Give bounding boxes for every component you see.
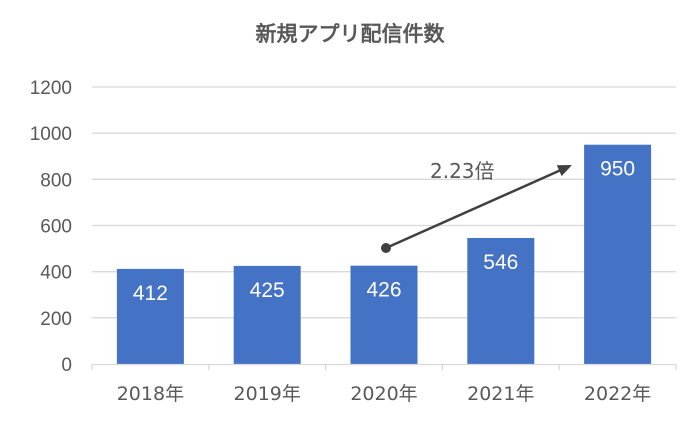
bar-2019年	[233, 265, 301, 364]
x-tick-label: 2020年	[350, 383, 417, 405]
bar-2020年	[350, 265, 418, 364]
x-tick-label: 2021年	[467, 383, 534, 405]
y-tick-label: 1200	[30, 78, 72, 99]
arrow-head-icon	[556, 165, 572, 177]
y-tick-label: 1000	[30, 124, 72, 145]
chart-title: 新規アプリ配信件数	[255, 22, 445, 46]
bar-value-label: 412	[133, 282, 168, 305]
bar-2021年	[467, 237, 535, 364]
bar-value-label: 950	[600, 158, 635, 181]
y-tick-label: 400	[40, 263, 72, 284]
arrow-start-dot-icon	[381, 243, 391, 253]
bar-2022年	[584, 144, 652, 364]
growth-annotation: 2.23倍	[381, 159, 572, 253]
arrow-line	[385, 167, 565, 250]
x-tick-label: 2022年	[584, 383, 651, 405]
bar-value-label: 425	[250, 279, 285, 302]
bar-value-label: 546	[483, 251, 518, 274]
x-tick-label: 2018年	[117, 383, 184, 405]
bars: 412 425 426 546 950	[116, 144, 652, 364]
y-tick-label: 200	[40, 309, 72, 330]
growth-multiplier-label: 2.23倍	[430, 159, 495, 183]
bar-value-label: 426	[366, 279, 401, 302]
x-axis: 2018年 2019年 2020年 2021年 2022年	[91, 363, 677, 405]
y-tick-label: 600	[40, 217, 72, 238]
y-tick-label: 800	[40, 170, 72, 191]
y-tick-label: 0	[61, 355, 72, 376]
y-axis: 0 200 400 600 800 1000 1200	[30, 78, 72, 376]
bar-2018年	[116, 268, 184, 364]
x-tick-label: 2019年	[234, 383, 301, 405]
